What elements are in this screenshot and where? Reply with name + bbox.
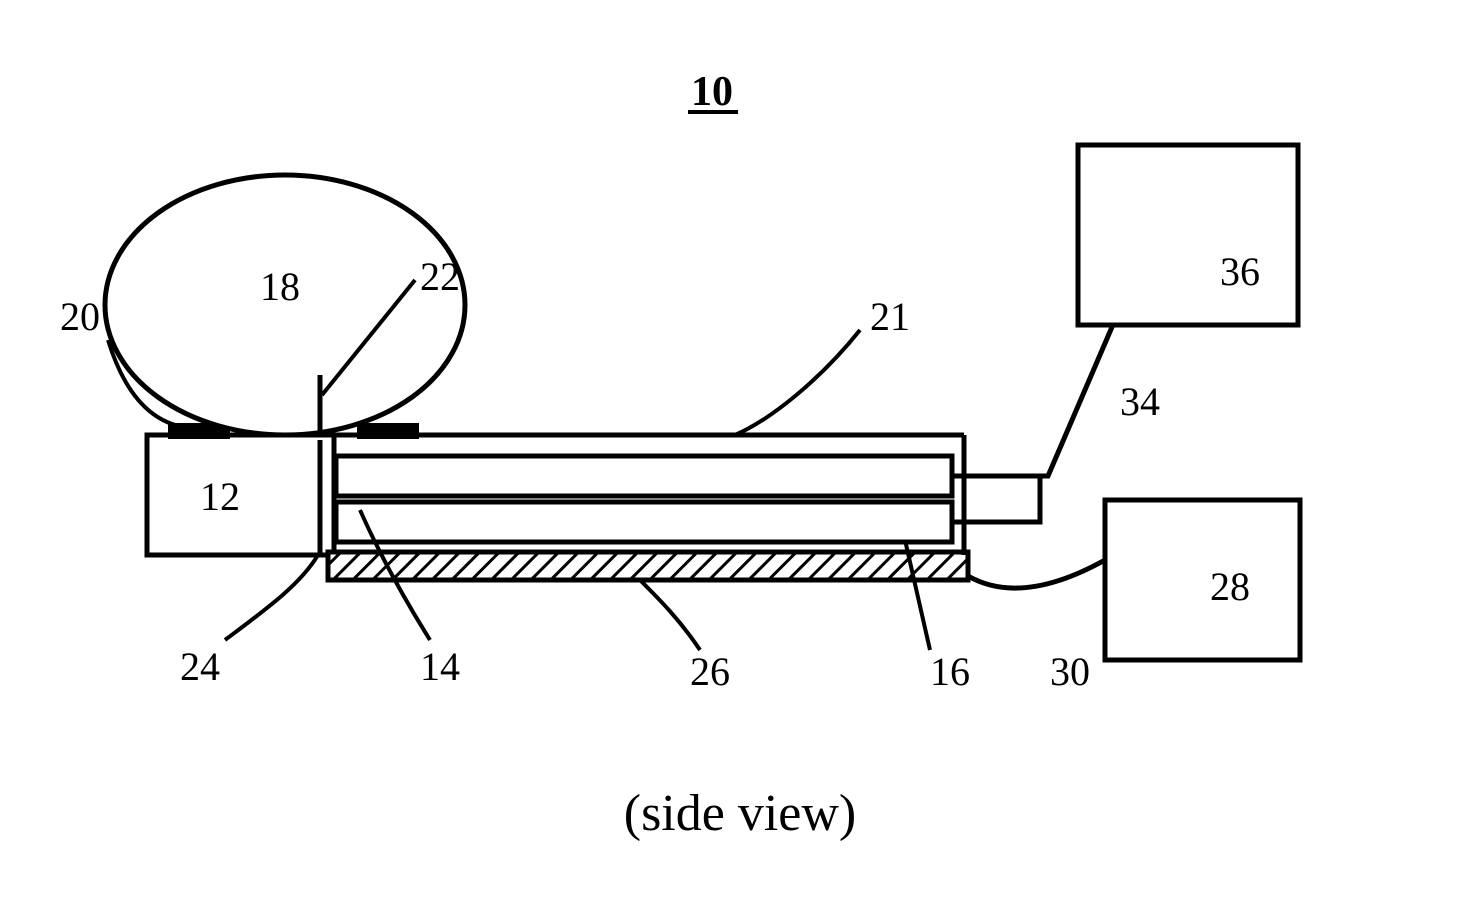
label-18: 18 xyxy=(260,264,300,309)
label-16: 16 xyxy=(930,649,970,694)
block-12 xyxy=(147,435,334,555)
box-28 xyxy=(1105,500,1300,660)
label-12: 12 xyxy=(200,474,240,519)
leader-24 xyxy=(225,555,318,640)
label-20: 20 xyxy=(60,294,100,339)
channel-16 xyxy=(336,502,952,542)
figure-title: 10 xyxy=(691,69,733,115)
leader-26 xyxy=(640,580,700,650)
label-26: 26 xyxy=(690,649,730,694)
base-plate-26 xyxy=(328,552,968,580)
label-28: 28 xyxy=(1210,564,1250,609)
diagram-canvas: 10 20 18 22 21 34 36 12 xyxy=(0,0,1484,913)
box-36 xyxy=(1078,145,1298,325)
label-14: 14 xyxy=(420,644,460,689)
lead-30 xyxy=(968,560,1105,588)
leader-21 xyxy=(735,330,860,435)
label-22: 22 xyxy=(420,254,460,299)
label-36: 36 xyxy=(1220,249,1260,294)
caption: (side view) xyxy=(624,785,856,842)
label-24: 24 xyxy=(180,644,220,689)
label-34: 34 xyxy=(1120,379,1160,424)
label-21: 21 xyxy=(870,294,910,339)
channel-14 xyxy=(336,456,952,496)
label-30: 30 xyxy=(1050,649,1090,694)
